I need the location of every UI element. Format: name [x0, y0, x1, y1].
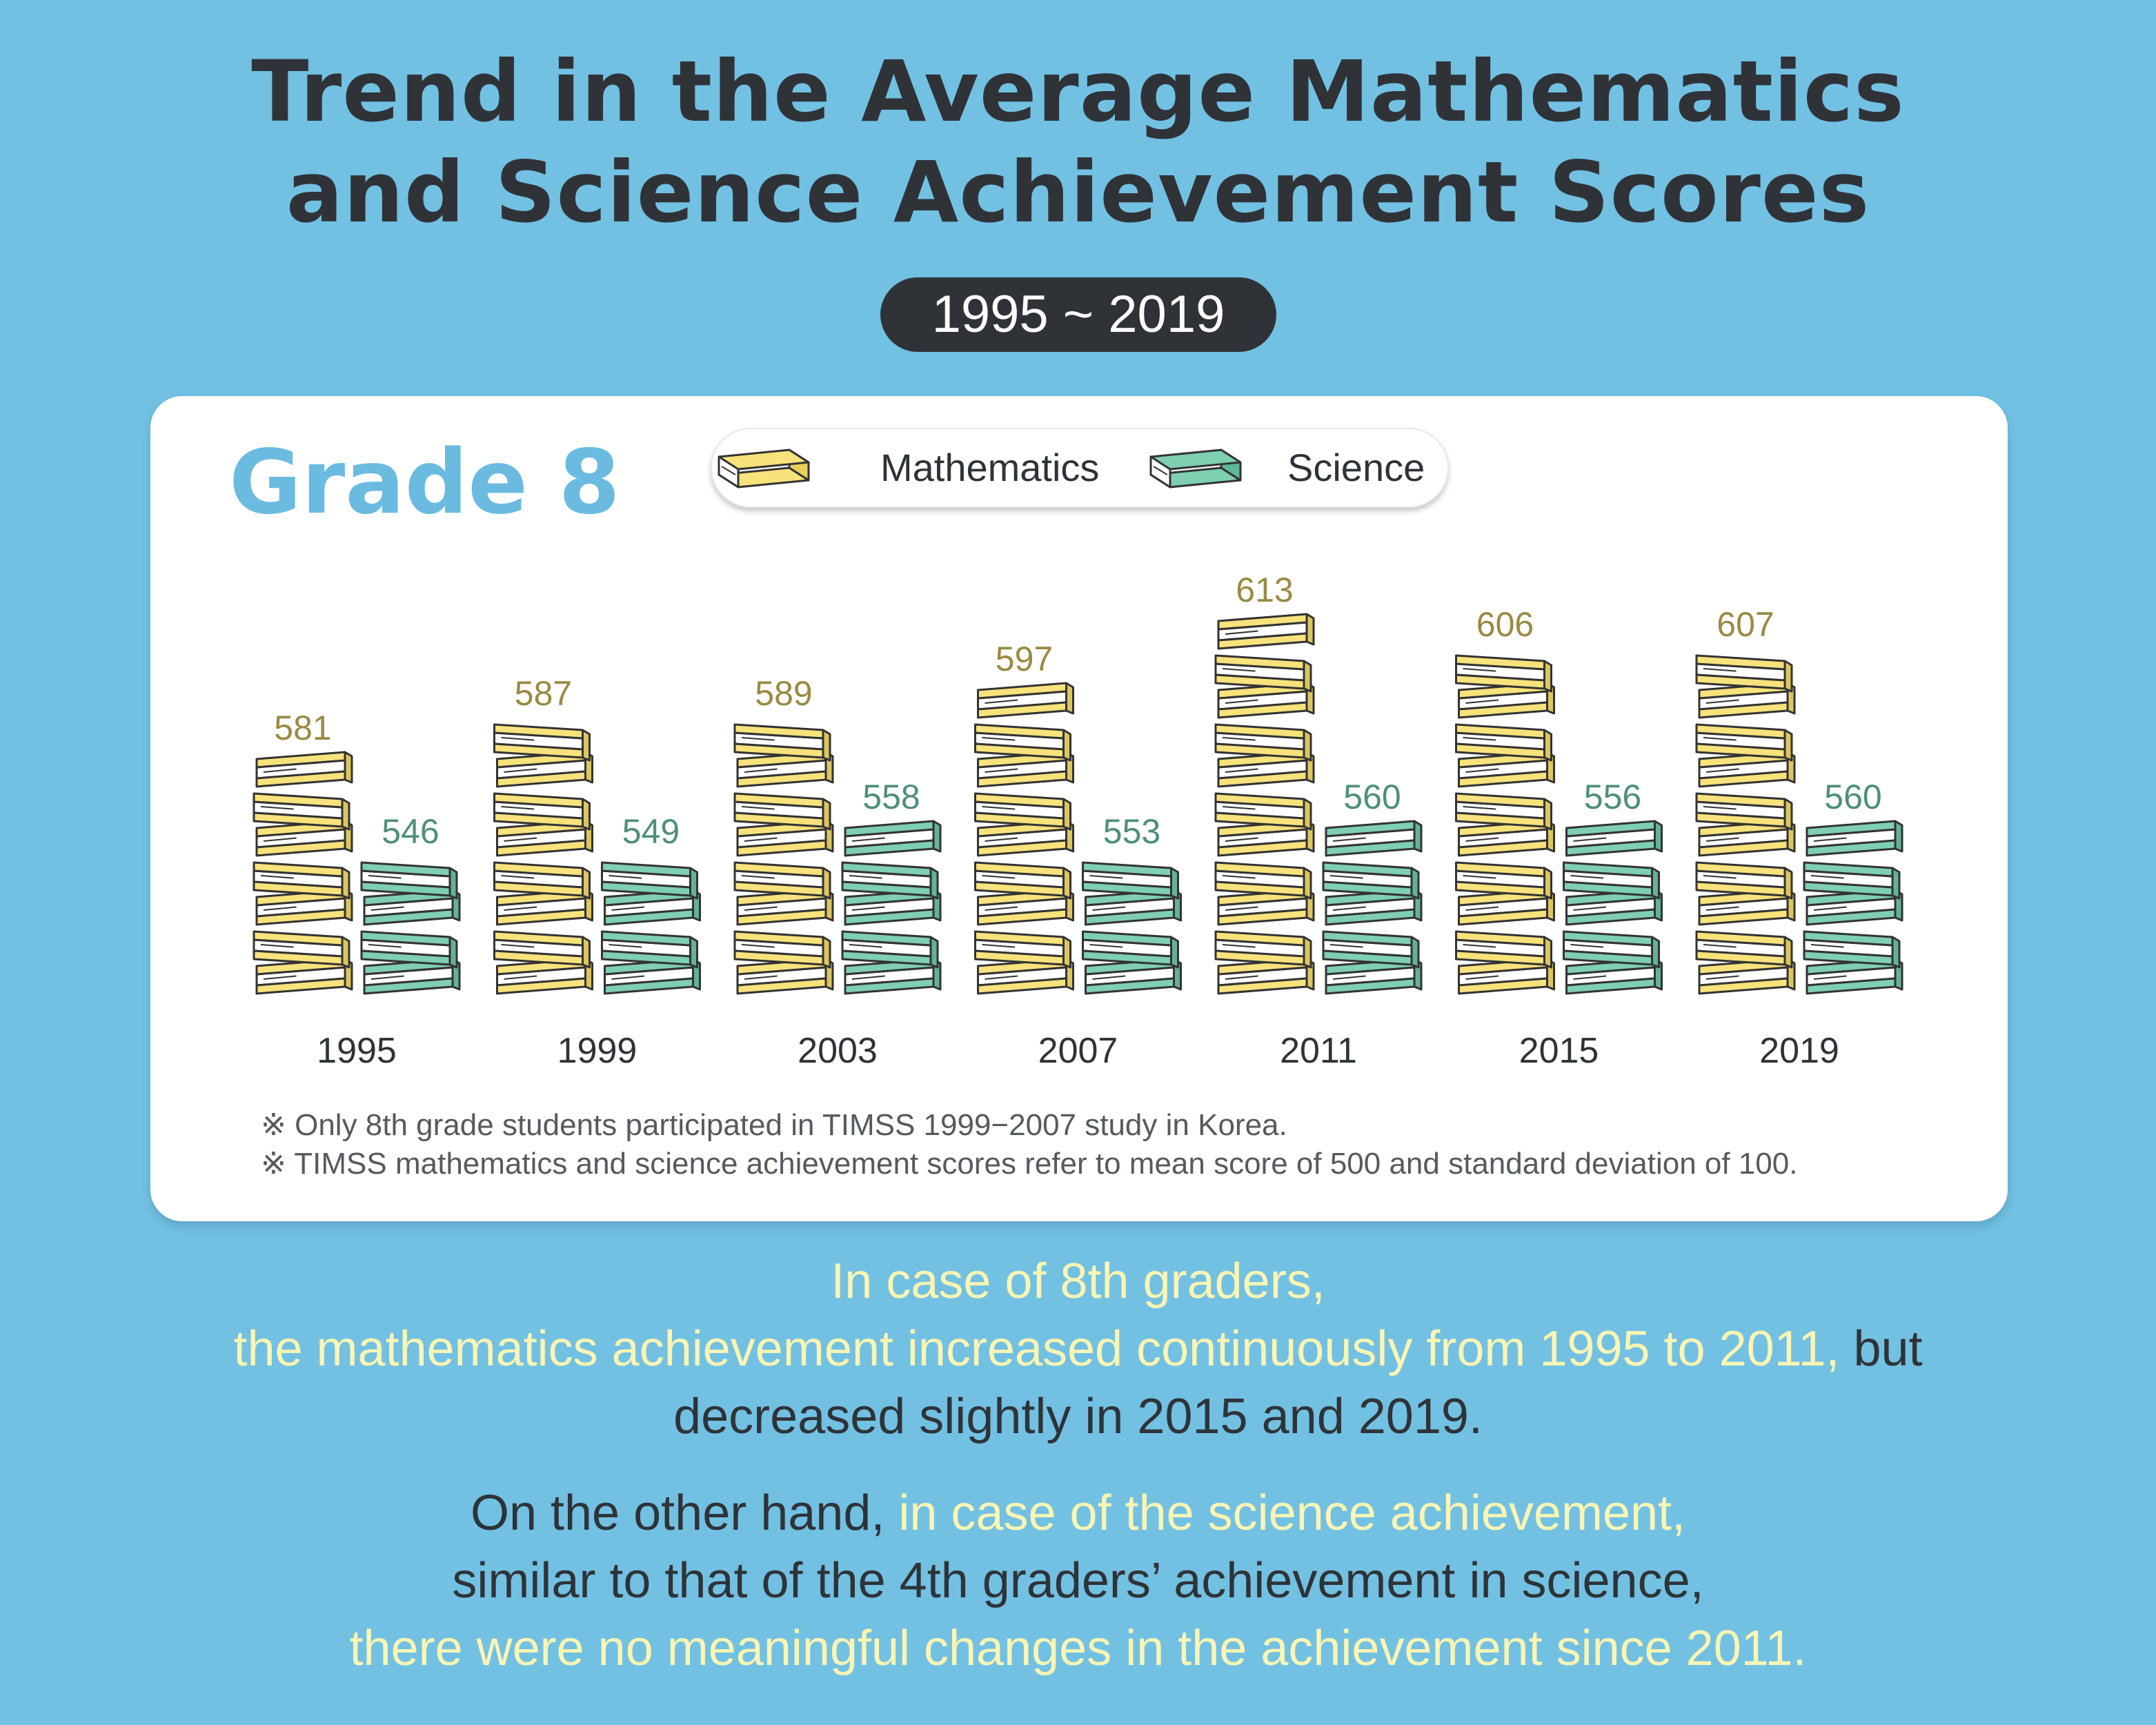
- title-line-2: and Science Achievement Scores: [286, 144, 1870, 241]
- summary-paragraph-2: On the other hand, in case of the scienc…: [0, 1479, 2156, 1682]
- math-value-label-1999: 587: [515, 674, 572, 713]
- math-stack-2007: [974, 682, 1074, 995]
- science-stack-1995: [360, 861, 461, 995]
- chart-legend: Mathematics Science: [711, 428, 1449, 508]
- math-stack-2003: [733, 723, 834, 995]
- science-value-label-2007: 553: [1103, 812, 1160, 851]
- science-stack-2015: [1563, 820, 1663, 995]
- year-label-1999: 1999: [557, 1031, 637, 1071]
- summary-p2-highlight: in case of the science achievement,: [898, 1486, 1686, 1541]
- page-title: Trend in the Average Mathematics and Sci…: [0, 41, 2156, 243]
- science-stack-2011: [1322, 820, 1423, 995]
- math-value-label-1995: 581: [274, 709, 331, 747]
- legend-science-label: Science: [1287, 446, 1425, 489]
- science-value-label-2015: 556: [1584, 778, 1641, 816]
- footnote-2: ※ TIMSS mathematics and science achievem…: [261, 1147, 1798, 1181]
- science-stack-2007: [1082, 861, 1182, 995]
- science-value-label-1999: 549: [622, 812, 680, 851]
- summary-p2-start: On the other hand,: [470, 1486, 899, 1541]
- science-value-label-2003: 558: [862, 778, 920, 816]
- summary-p2-line-3: there were no meaningful changes in the …: [349, 1621, 1807, 1676]
- math-stack-1999: [493, 723, 593, 995]
- science-stack-2003: [841, 820, 942, 995]
- science-book-icon: [1149, 448, 1242, 489]
- summary-p1-line-3: decreased slightly in 2015 and 2019.: [673, 1389, 1483, 1444]
- summary-paragraph-1: In case of 8th graders, the mathematics …: [0, 1248, 2156, 1450]
- math-value-label-2007: 597: [996, 640, 1053, 678]
- year-label-2003: 2003: [798, 1031, 878, 1071]
- period-badge: 1995 ~ 2019: [880, 277, 1276, 352]
- math-stack-2019: [1695, 654, 1796, 995]
- year-label-2007: 2007: [1038, 1031, 1118, 1071]
- summary-p1-line-2: the mathematics achievement increased co…: [0, 1315, 2156, 1383]
- year-label-2011: 2011: [1280, 1031, 1357, 1071]
- math-value-label-2003: 589: [755, 674, 812, 713]
- science-stack-2019: [1803, 820, 1903, 995]
- year-label-2015: 2015: [1519, 1031, 1599, 1071]
- math-value-label-2015: 606: [1476, 605, 1534, 644]
- math-value-label-2011: 613: [1236, 571, 1293, 609]
- year-label-2019: 2019: [1759, 1031, 1839, 1071]
- science-value-label-1995: 546: [382, 812, 439, 851]
- math-stack-1995: [253, 751, 353, 995]
- science-value-label-2019: 560: [1824, 778, 1881, 816]
- summary-p2-line-1: On the other hand, in case of the scienc…: [0, 1479, 2156, 1547]
- grade-label: Grade 8: [229, 431, 620, 534]
- science-stack-1999: [601, 861, 701, 995]
- math-stack-2015: [1455, 654, 1555, 995]
- summary-p2-line-2: similar to that of the 4th graders’ achi…: [452, 1553, 1704, 1608]
- legend-math-label: Mathematics: [880, 446, 1100, 489]
- summary-p1-highlight: the mathematics achievement increased co…: [233, 1321, 1840, 1377]
- footnote-1: ※ Only 8th grade students participated i…: [261, 1108, 1287, 1142]
- math-value-label-2019: 607: [1717, 605, 1774, 644]
- title-line-1: Trend in the Average Mathematics: [251, 43, 1905, 141]
- summary-p1-rest: but: [1839, 1321, 1923, 1377]
- science-value-label-2011: 560: [1343, 778, 1401, 816]
- summary-p1-line-1: In case of 8th graders,: [831, 1254, 1325, 1309]
- math-book-icon: [718, 448, 810, 489]
- math-stack-2011: [1214, 613, 1315, 995]
- year-label-1995: 1995: [317, 1031, 397, 1071]
